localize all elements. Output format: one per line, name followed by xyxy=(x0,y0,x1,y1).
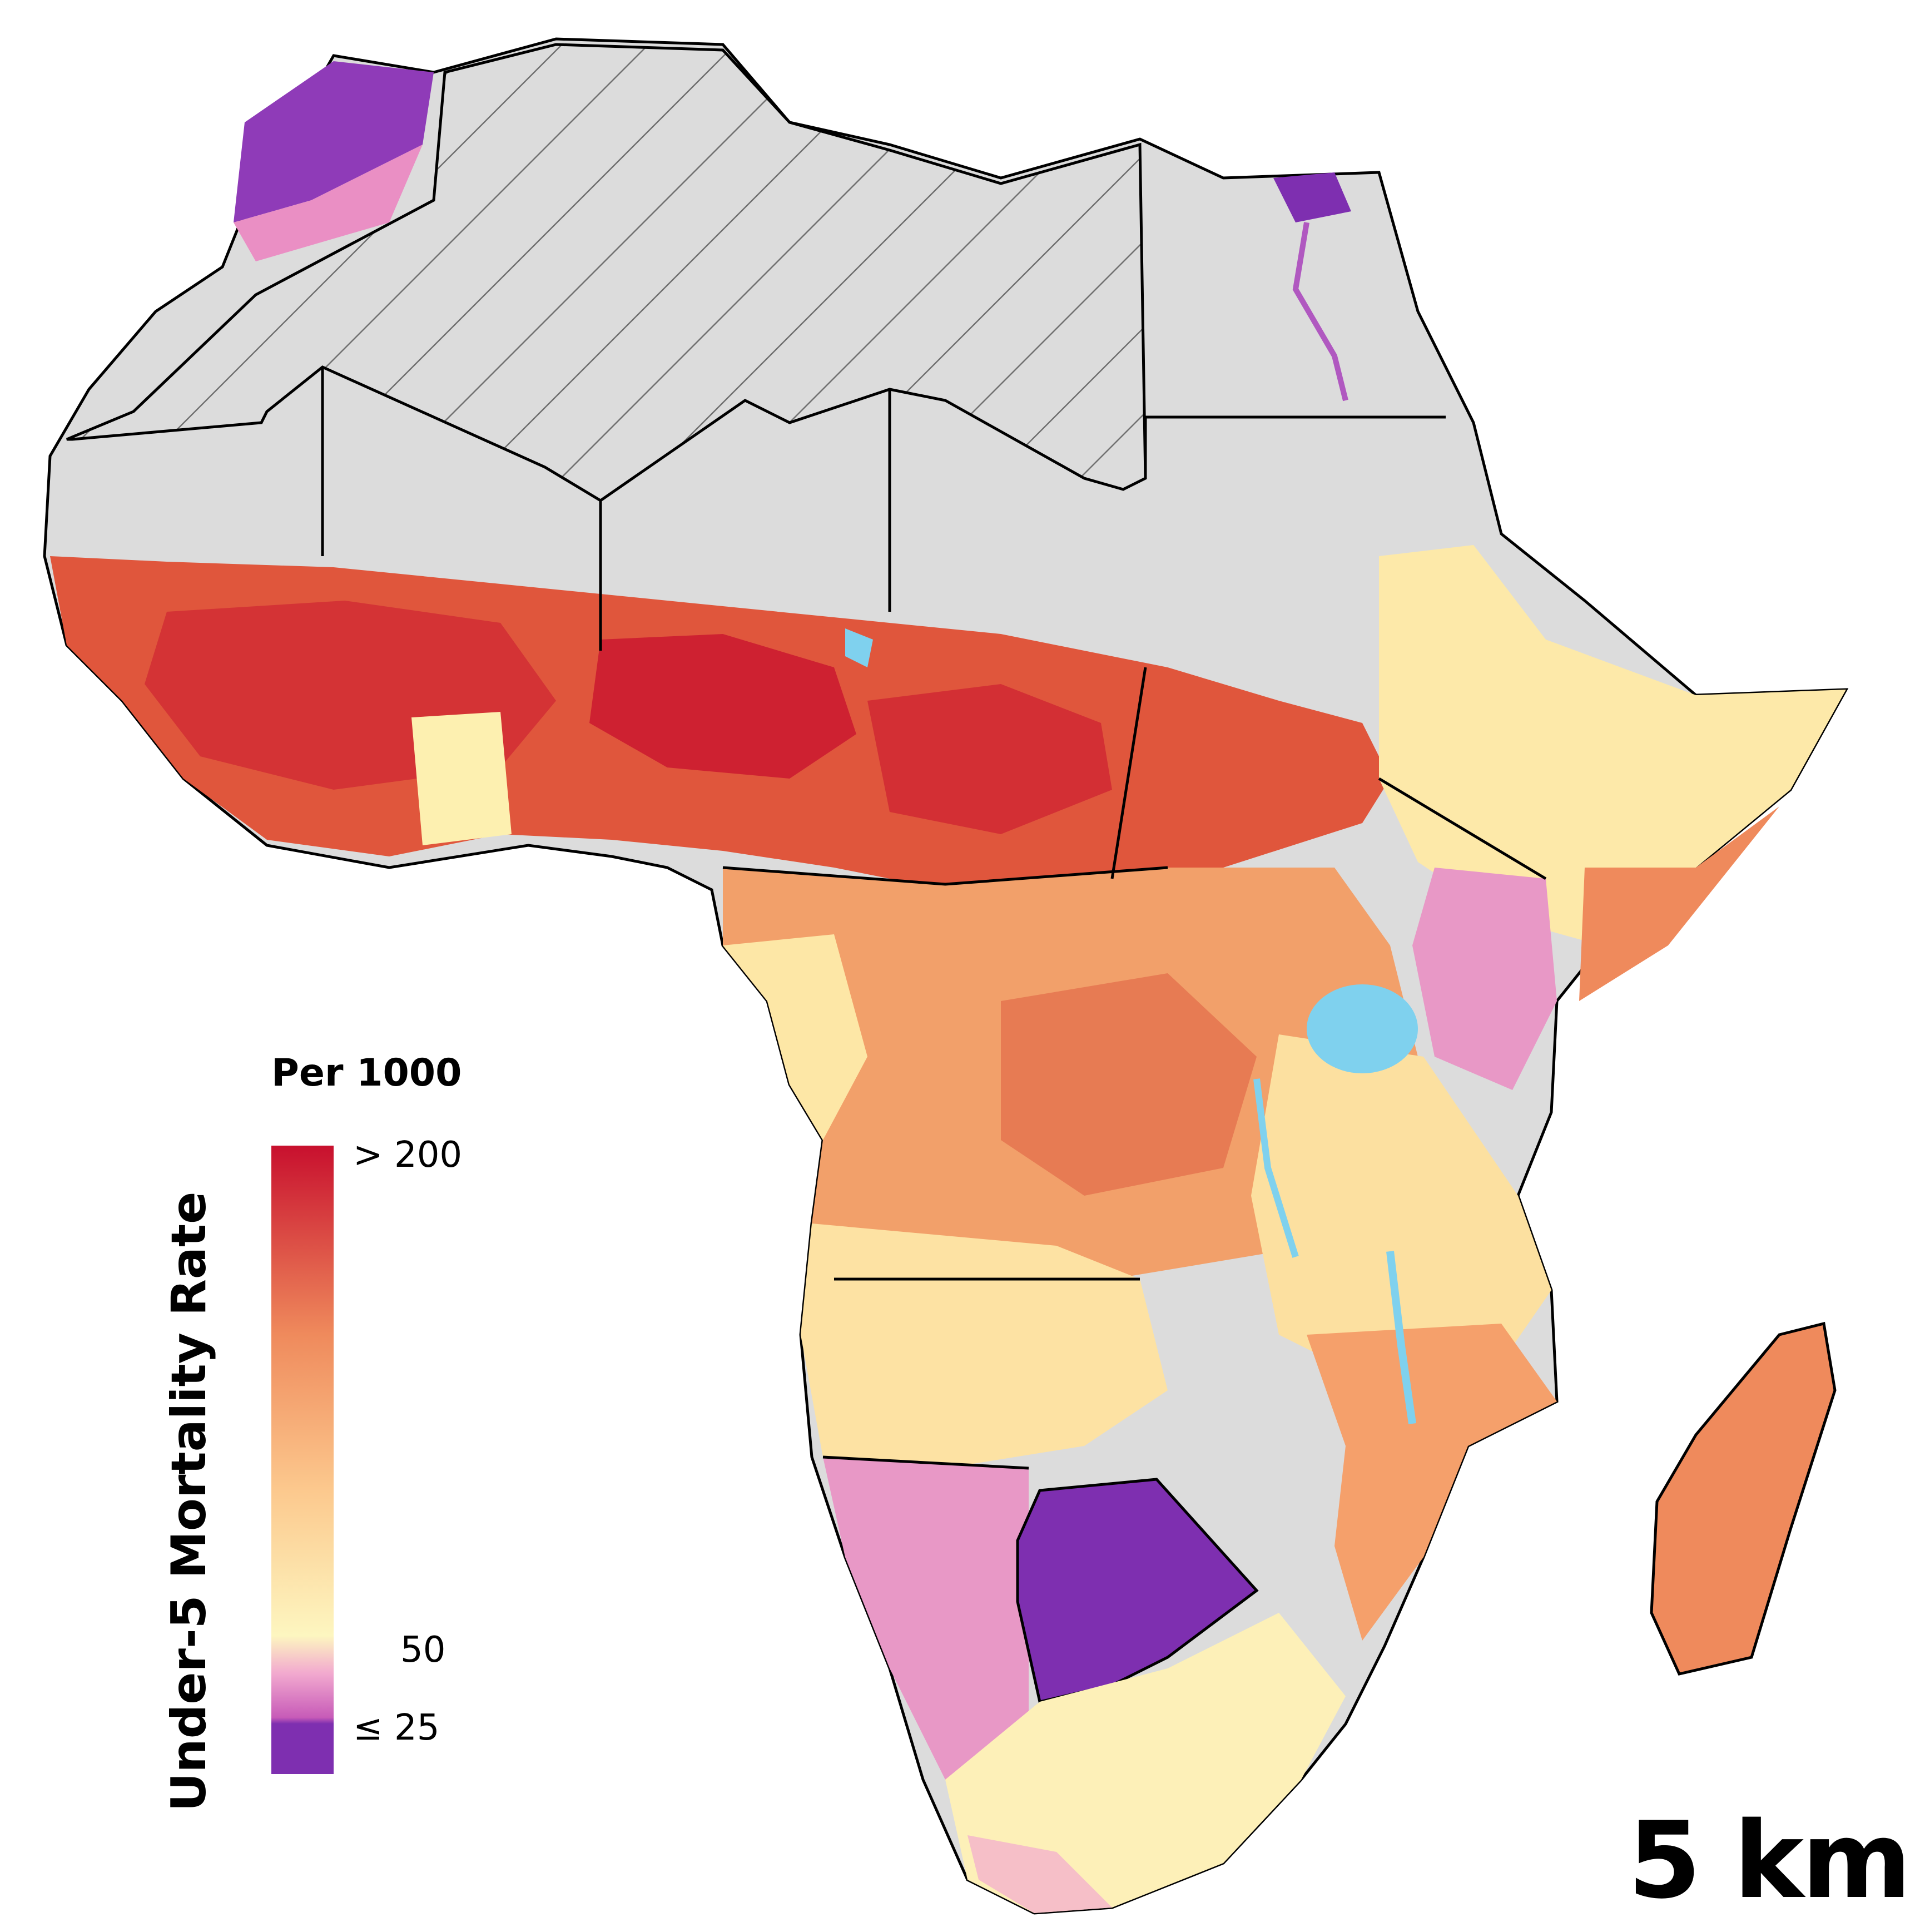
madagascar xyxy=(1650,1321,1837,1676)
chad-hotspot xyxy=(867,684,1112,834)
legend-colorbar xyxy=(271,1146,334,1774)
lake-tanganyika xyxy=(1253,1078,1299,1258)
namibia-pink xyxy=(823,1457,1029,1780)
ghana-light xyxy=(411,712,512,845)
gabon-light xyxy=(723,934,867,1140)
drc-hotspot xyxy=(1001,973,1257,1196)
lake-chad xyxy=(845,628,873,667)
legend-tick-50: 50 xyxy=(400,1629,446,1671)
lake-malawi xyxy=(1386,1251,1416,1424)
angola-region xyxy=(801,1223,1168,1468)
somalia-region xyxy=(1579,806,1779,1001)
legend-tick-min: ≤ 25 xyxy=(353,1707,440,1748)
nigeria-hotspot xyxy=(589,634,856,779)
legend-tick-max: > 200 xyxy=(353,1135,463,1176)
country-borders xyxy=(321,367,1547,1470)
east-africa xyxy=(1251,1034,1551,1390)
resolution-label: 5 km xyxy=(1628,1799,1912,1922)
lake-victoria xyxy=(1307,984,1418,1073)
legend-title: Per 1000 xyxy=(271,1051,462,1095)
egypt-delta xyxy=(1273,172,1351,222)
ethiopia-region xyxy=(1379,545,1846,945)
mozambique-region xyxy=(1307,1324,1557,1641)
south-africa-pink xyxy=(968,1835,1112,1913)
nile-river xyxy=(1292,222,1348,402)
kenya-pink xyxy=(1412,868,1557,1090)
south-africa-region xyxy=(945,1613,1346,1913)
morocco-purple xyxy=(234,61,434,222)
morocco-pink xyxy=(234,145,423,261)
